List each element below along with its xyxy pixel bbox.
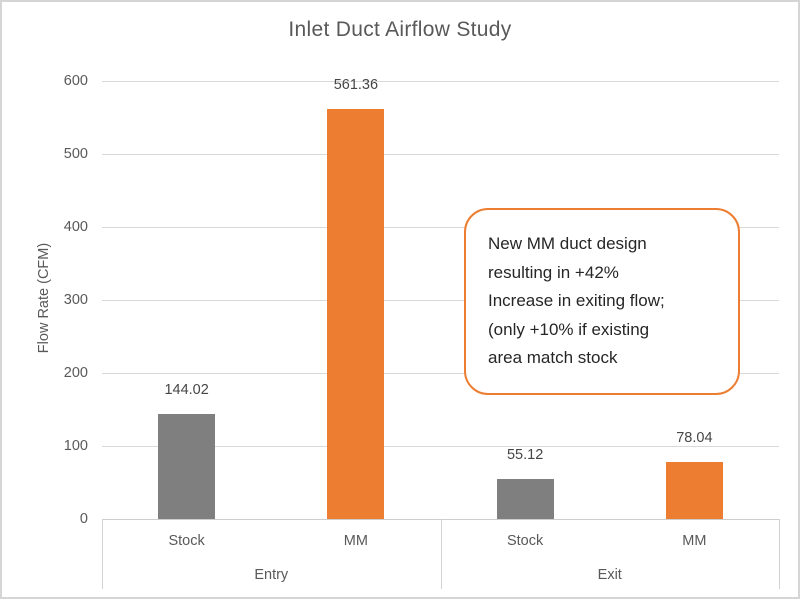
group-label-entry: Entry <box>254 567 289 583</box>
axis-separator-1 <box>440 519 442 589</box>
bar-exit-mm[interactable] <box>665 462 723 519</box>
bar-value-label-entry-stock: 144.02 <box>164 381 209 398</box>
y-tick-label-500: 500 <box>63 146 88 162</box>
category-label-exit-mm: MM <box>682 533 707 549</box>
bar-value-label-entry-mm: 561.36 <box>333 77 379 94</box>
annotation-line-3: (only +10% if existing <box>488 319 650 339</box>
y-tick-label-400: 400 <box>63 219 88 235</box>
y-tick-label-600: 600 <box>63 73 88 89</box>
annotation-line-0: New MM duct design <box>488 234 647 253</box>
annotation-line-2: Increase in exiting flow; <box>488 291 665 310</box>
gridline-400 <box>102 227 779 228</box>
annotation-line-1: resulting in +42% <box>488 262 619 282</box>
axis-separator-2 <box>779 519 780 589</box>
category-label-exit-stock: Stock <box>506 533 544 549</box>
chart-title[interactable]: Inlet Duct Airflow Study <box>288 18 512 41</box>
category-label-entry-mm: MM <box>343 533 368 549</box>
bar-entry-mm[interactable] <box>327 109 385 519</box>
y-tick-label-100: 100 <box>63 438 88 454</box>
gridline-500 <box>102 154 779 155</box>
gridline-200 <box>102 373 779 374</box>
bar-value-label-exit-stock: 55.12 <box>506 446 544 463</box>
category-label-entry-stock: Stock <box>168 533 205 549</box>
gridline-600 <box>102 81 779 82</box>
gridline-100 <box>102 446 779 447</box>
annotation-line-4: area match stock <box>488 348 618 367</box>
axis-separator-0 <box>102 519 103 589</box>
y-tick-label-0: 0 <box>79 511 88 527</box>
group-label-exit: Exit <box>597 567 622 583</box>
bar-value-label-exit-mm: 78.04 <box>676 430 713 447</box>
y-tick-label-200: 200 <box>63 365 88 381</box>
annotation-callout[interactable]: New MM duct design resulting in +42% Incre… <box>464 208 740 395</box>
y-tick-label-300: 300 <box>63 292 88 308</box>
bar-exit-stock[interactable] <box>496 478 554 519</box>
gridline-300 <box>102 300 779 301</box>
bar-entry-stock[interactable] <box>158 413 216 519</box>
